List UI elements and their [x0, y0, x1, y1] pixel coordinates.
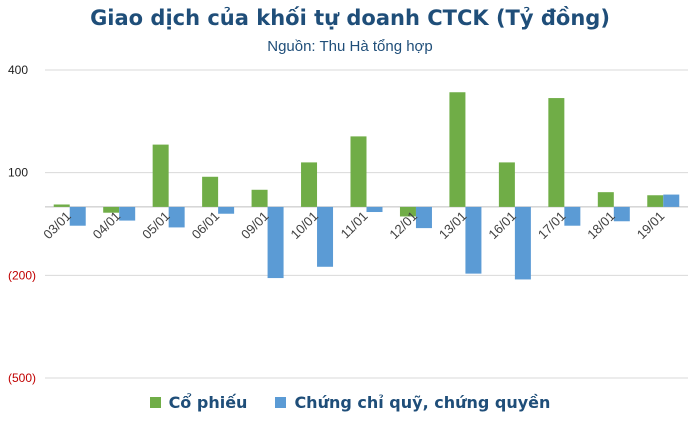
x-tick-label: 03/01 [40, 208, 74, 242]
bar-stocks [647, 195, 664, 207]
bar-funds-warrants [267, 206, 284, 279]
legend: Cổ phiếu Chứng chỉ quỹ, chứng quyền [0, 393, 700, 412]
x-tick-label: 16/01 [485, 208, 519, 242]
legend-label-funds-warrants: Chứng chỉ quỹ, chứng quyền [294, 393, 551, 412]
bar-funds-warrants [317, 206, 334, 267]
bar-stocks [399, 206, 416, 217]
legend-label-stocks: Cổ phiếu [168, 393, 248, 412]
bar-stocks [498, 162, 515, 207]
bar-funds-warrants [465, 206, 482, 274]
legend-item-funds-warrants: Chứng chỉ quỹ, chứng quyền [275, 393, 550, 412]
x-tick-label: 05/01 [139, 208, 173, 242]
bar-funds-warrants [514, 206, 531, 280]
y-tick-label: 400 [8, 63, 28, 77]
x-tick-label: 06/01 [189, 208, 223, 242]
bar-stocks [251, 189, 268, 207]
bar-stocks [350, 136, 367, 207]
x-tick-label: 09/01 [238, 208, 272, 242]
legend-item-stocks: Cổ phiếu [149, 393, 248, 412]
bar-stocks [449, 92, 466, 207]
x-tick-label: 10/01 [288, 208, 322, 242]
bar-funds-warrants [366, 206, 383, 213]
bar-stocks [548, 98, 565, 207]
bar-funds-warrants [613, 206, 630, 222]
x-tick-label: 19/01 [634, 208, 668, 242]
legend-swatch-stocks [149, 397, 161, 408]
bar-funds-warrants [663, 194, 680, 207]
bar-stocks [597, 192, 614, 207]
bar-stocks [202, 176, 219, 207]
y-tick-label: (200) [8, 268, 36, 282]
bar-funds-warrants [119, 206, 136, 221]
bar-funds-warrants [168, 206, 185, 228]
bar-funds-warrants [415, 206, 432, 229]
bar-funds-warrants [69, 206, 86, 226]
bar-stocks [301, 162, 318, 207]
x-tick-label: 17/01 [535, 208, 569, 242]
bar-stocks [152, 144, 169, 207]
bar-funds-warrants [218, 206, 235, 214]
x-tick-label: 13/01 [436, 208, 470, 242]
chart-title: Giao dịch của khối tự doanh CTCK (Tỷ đồn… [90, 6, 610, 30]
x-tick-label: 04/01 [90, 208, 124, 242]
y-tick-label: (500) [8, 371, 36, 385]
x-tick-label: 11/01 [338, 208, 371, 241]
bar-stocks [53, 204, 70, 207]
chart-subtitle: Nguồn: Thu Hà tổng hợp [267, 38, 433, 55]
y-tick-label: 100 [8, 166, 28, 180]
x-tick-label: 18/01 [584, 208, 618, 242]
bar-stocks [103, 206, 120, 213]
bar-funds-warrants [564, 206, 581, 226]
legend-swatch-funds-warrants [275, 397, 287, 408]
